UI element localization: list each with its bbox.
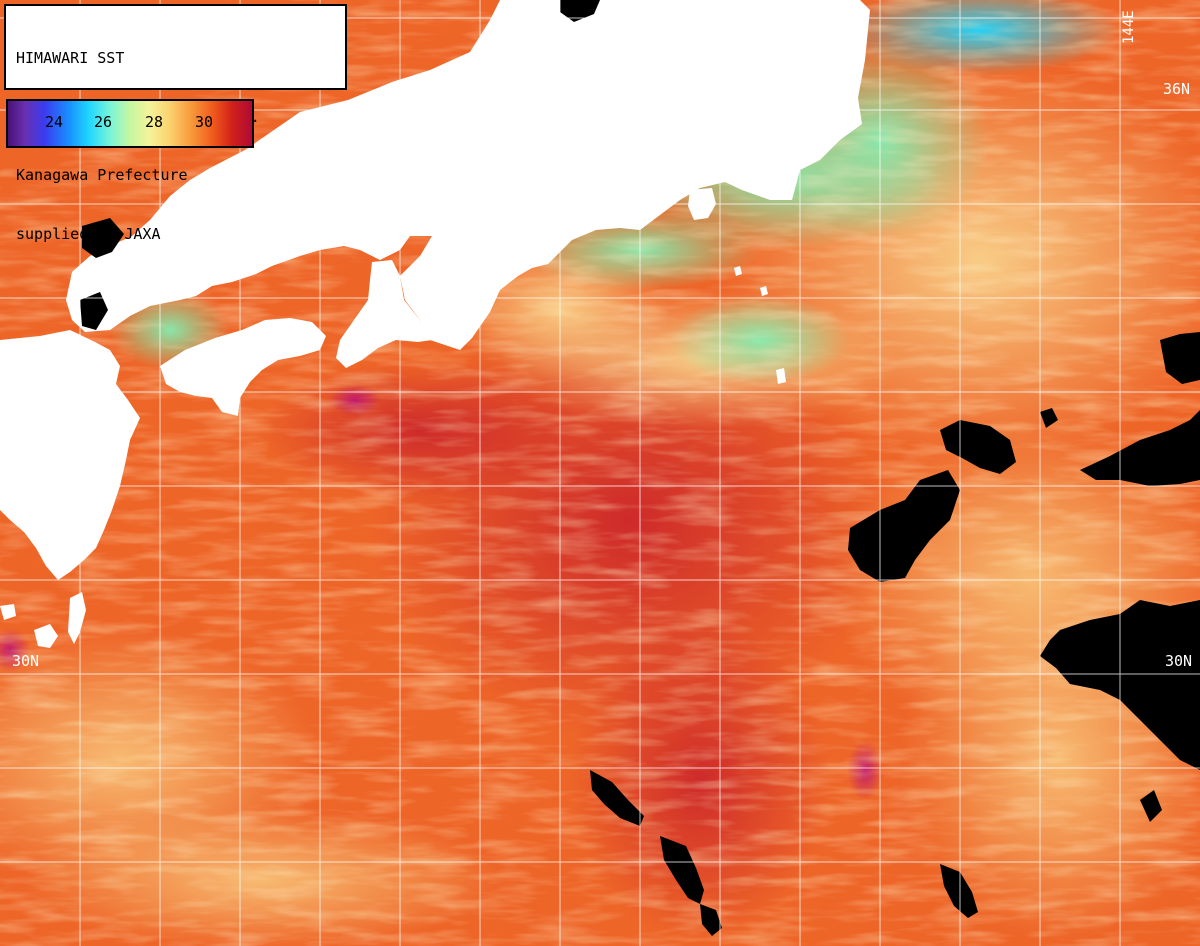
land-izu — [536, 196, 566, 250]
lat-label-30n-left: 30N — [12, 652, 40, 670]
land-niijima — [760, 286, 768, 296]
no-data-kyushu-w — [80, 292, 108, 330]
data-source: supplied by JAXA — [16, 224, 161, 243]
product-title: HIMAWARI SST — [16, 49, 125, 67]
land-honshu — [66, 0, 870, 350]
no-data-cloud-east-2 — [940, 420, 1016, 474]
lat-label-30n-right: 30N — [1165, 652, 1193, 670]
no-data-south-1 — [590, 770, 644, 826]
land-yakushima — [34, 624, 58, 648]
no-data-north — [560, 0, 600, 22]
land-kii — [336, 260, 432, 368]
land-hachijo — [776, 368, 786, 384]
land-izu-oshima — [604, 218, 614, 228]
colorbar-tick-24: 24 — [45, 113, 64, 131]
colorbar-tick-30: 30 — [195, 113, 214, 131]
lat-label-36n-right: 36N — [1163, 80, 1191, 98]
colorbar-tick-26: 26 — [94, 113, 113, 131]
no-data-korea — [82, 218, 124, 258]
info-box: HIMAWARI SST 2025/09/07 07(UTC) 3H Comp.… — [4, 4, 347, 243]
no-data-south-4 — [700, 904, 722, 936]
colorbar-tick-28: 28 — [145, 113, 164, 131]
no-data-cloud-east-3 — [1080, 410, 1200, 486]
no-data-cloud-east-6 — [1040, 408, 1058, 428]
agency-label: Kanagawa Prefecture — [16, 166, 188, 184]
no-data-cloud-east-4 — [1160, 332, 1200, 384]
no-data-cloud-east-1 — [848, 470, 960, 582]
no-data-south-2 — [660, 836, 704, 904]
land-island-w1 — [0, 604, 16, 620]
land-tanegashima — [68, 592, 86, 644]
temperature-colorbar — [6, 99, 254, 148]
lon-label-144e: 144E — [1121, 10, 1137, 44]
no-data-cloud-east-7 — [1140, 790, 1162, 822]
no-data-south-3 — [940, 864, 978, 918]
land-miyake — [734, 266, 742, 276]
